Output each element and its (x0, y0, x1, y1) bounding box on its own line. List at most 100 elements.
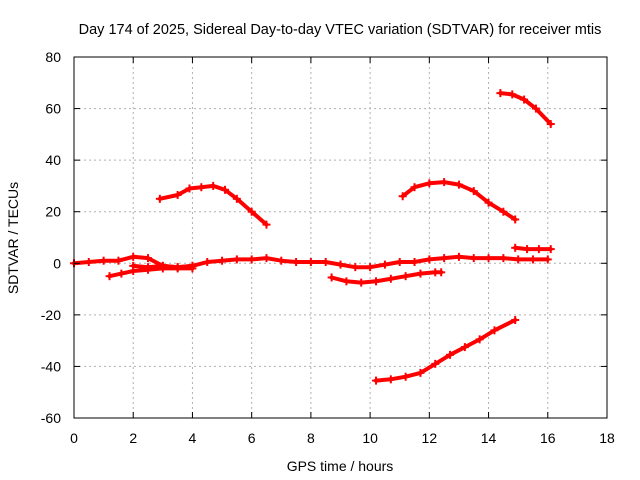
data-point (499, 207, 508, 216)
data-point (292, 257, 301, 266)
y-tick-label: 60 (45, 101, 61, 117)
data-point (499, 254, 508, 263)
x-tick-label: 0 (70, 430, 78, 446)
data-point (144, 254, 153, 263)
data-point (496, 89, 505, 98)
data-point (437, 268, 446, 277)
data-point (425, 255, 434, 264)
x-tick-label: 2 (129, 430, 137, 446)
data-point (262, 254, 271, 263)
data-point (129, 261, 138, 270)
data-point (528, 255, 537, 264)
x-tick-label: 8 (307, 430, 315, 446)
data-point (398, 192, 407, 201)
data-point (144, 263, 153, 272)
data-point (401, 272, 410, 281)
data-point (221, 185, 230, 194)
data-point (425, 179, 434, 188)
x-tick-label: 10 (362, 430, 378, 446)
y-tick-label: 20 (45, 204, 61, 220)
data-point (357, 278, 366, 287)
data-point (469, 187, 478, 196)
data-point (372, 277, 381, 286)
series-layer (70, 89, 555, 385)
data-point (410, 257, 419, 266)
data-point (155, 194, 164, 203)
y-axis-label: SDTVAR / TECUs (5, 182, 21, 294)
data-point (460, 343, 469, 352)
y-tick-label: -20 (41, 307, 61, 323)
data-point (232, 255, 241, 264)
data-point (511, 215, 520, 224)
data-point (410, 183, 419, 192)
data-point (117, 269, 126, 278)
data-point (99, 256, 108, 265)
series-arc-morning-hump (157, 183, 269, 227)
data-point (523, 245, 532, 254)
chart-title: Day 174 of 2025, Sidereal Day-to-day VTE… (79, 22, 602, 38)
y-tick-label: 40 (45, 152, 61, 168)
plot-frame (73, 56, 608, 419)
data-point (203, 257, 212, 266)
data-point (173, 190, 182, 199)
series-arc-evening-6 (513, 245, 553, 252)
x-tick-label: 18 (599, 430, 615, 446)
data-point (218, 256, 227, 265)
x-axis-label: GPS time / hours (287, 458, 394, 474)
data-point (401, 372, 410, 381)
data-point (469, 254, 478, 263)
data-point (490, 326, 499, 335)
y-tick-label: -60 (41, 410, 61, 426)
tick-layer: 0 2 4 6 8 10 12 14 16 18 -60 -40 -20 0 20 40 60 80 (41, 49, 615, 446)
y-tick-label: 0 (53, 255, 61, 271)
data-point (342, 277, 351, 286)
data-point (247, 207, 256, 216)
data-point (129, 252, 138, 261)
data-point (372, 376, 381, 385)
data-point (534, 245, 543, 254)
data-point (105, 272, 114, 281)
data-point (351, 263, 360, 272)
data-point (262, 220, 271, 229)
data-point (511, 243, 520, 252)
data-point (508, 90, 517, 99)
data-point (520, 95, 529, 104)
data-point (440, 254, 449, 263)
data-point (158, 261, 167, 270)
data-point (114, 256, 123, 265)
data-point (484, 254, 493, 263)
y-tick-label: 80 (45, 49, 61, 65)
data-point (209, 181, 218, 190)
data-point (380, 260, 389, 269)
data-point (475, 335, 484, 344)
data-point (197, 183, 206, 192)
data-point (454, 252, 463, 261)
data-point (511, 316, 520, 325)
data-point (247, 255, 256, 264)
data-point (416, 269, 425, 278)
x-tick-label: 4 (189, 430, 197, 446)
series-arc-rising-negative (374, 318, 518, 383)
data-point (431, 359, 440, 368)
x-tick-label: 12 (422, 430, 438, 446)
data-point (395, 257, 404, 266)
data-point (546, 120, 555, 129)
data-point (416, 368, 425, 377)
data-point (386, 375, 395, 384)
data-point (386, 274, 395, 283)
x-tick-label: 6 (248, 430, 256, 446)
data-point (514, 255, 523, 264)
data-point (185, 184, 194, 193)
data-point (336, 260, 345, 269)
data-point (366, 263, 375, 272)
data-point (446, 350, 455, 359)
data-point (484, 198, 493, 207)
data-point (277, 256, 286, 265)
y-tick-label: -40 (41, 358, 61, 374)
data-point (188, 261, 197, 270)
data-point (531, 104, 540, 113)
data-point (232, 194, 241, 203)
data-point (306, 257, 315, 266)
data-point (546, 245, 555, 254)
